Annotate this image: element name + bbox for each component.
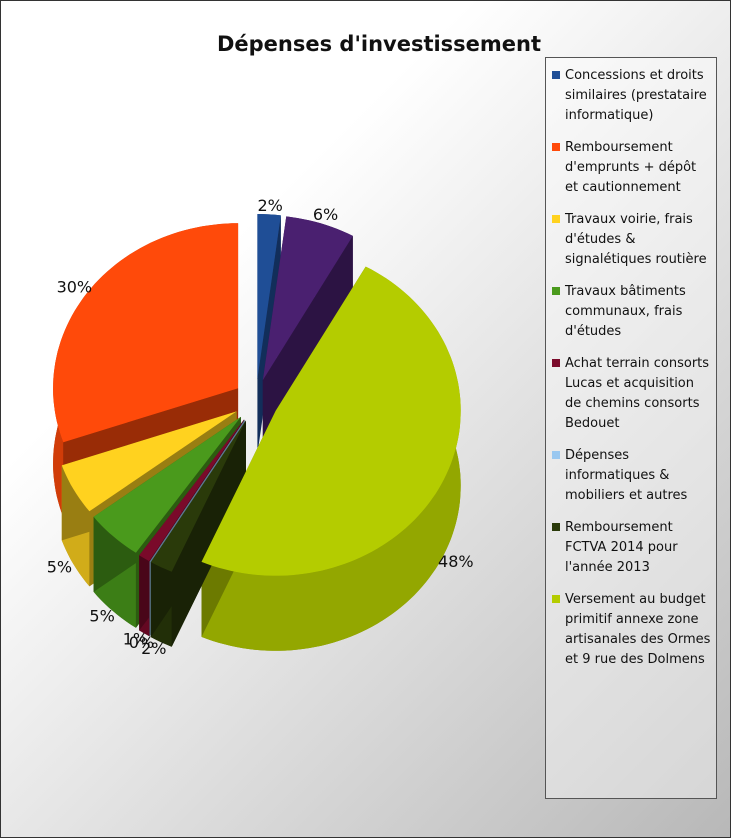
data-label: 2% [141,639,166,658]
legend-swatch [552,359,560,367]
legend-item: Travaux voirie, frais d'études & signalé… [550,210,712,270]
legend-label: Remboursement FCTVA 2014 pour l'année 20… [565,520,678,575]
legend-item: Versement au budget primitif annexe zone… [550,590,712,670]
slice [61,411,237,512]
data-label: 2% [257,196,282,215]
data-label: 5% [47,558,72,577]
data-label: 1% [123,630,148,649]
legend-item: Dépenses informatiques & mobiliers et au… [550,446,712,506]
slice [149,419,245,562]
legend-swatch [552,71,560,79]
slice-tops [53,214,461,576]
slice-side [201,266,461,651]
slice [53,223,239,443]
slice [257,214,281,380]
data-label: 6% [313,205,338,224]
slice-side [61,411,237,541]
legend-item: Remboursement FCTVA 2014 pour l'année 20… [550,518,712,578]
legend-label: Dépenses informatiques & mobiliers et au… [565,448,688,503]
slice [201,266,461,576]
legend-swatch [552,143,560,151]
legend-swatch [552,595,560,603]
legend-label: Travaux bâtiments communaux, frais d'étu… [565,284,686,339]
legend-label: Concessions et droits similaires (presta… [565,68,707,123]
legend-item: Concessions et droits similaires (presta… [550,66,712,126]
legend-label: Achat terrain consorts Lucas et acquisit… [565,356,710,431]
legend-item: Achat terrain consorts Lucas et acquisit… [550,354,712,434]
legend-swatch [552,287,560,295]
legend-label: Versement au budget primitif annexe zone… [565,592,711,667]
data-label: 5% [89,607,114,626]
legend-item: Remboursement d'emprunts + dépôt et caut… [550,138,712,198]
legend: Concessions et droits similaires (presta… [545,57,717,799]
slice-side [150,420,246,638]
legend-swatch [552,215,560,223]
legend-label: Remboursement d'emprunts + dépôt et caut… [565,140,697,195]
legend-label: Travaux voirie, frais d'études & signalé… [565,212,707,267]
slice [93,416,241,553]
slice [262,216,353,381]
data-label: 48% [438,552,474,571]
slice [150,420,246,572]
data-label: 0% [129,633,154,652]
legend-swatch [552,451,560,459]
chart-title: Dépenses d'investissement [217,32,541,56]
legend-swatch [552,523,560,531]
data-label: 30% [57,277,93,296]
slice [139,419,245,562]
legend-item: Travaux bâtiments communaux, frais d'étu… [550,282,712,342]
